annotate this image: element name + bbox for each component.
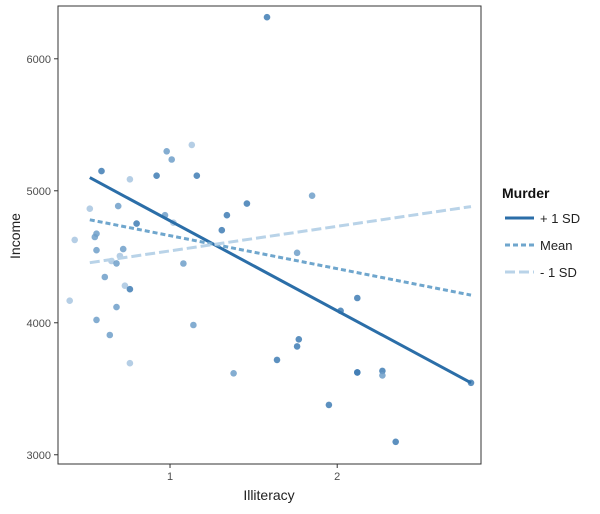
y-tick-label-1: 4000 xyxy=(27,318,51,330)
data-point-16 xyxy=(218,226,226,234)
data-point-31 xyxy=(66,297,73,305)
data-point-10 xyxy=(86,205,94,212)
data-point-36 xyxy=(106,331,114,339)
data-point-38 xyxy=(293,343,301,350)
regression-lines-layer xyxy=(89,176,472,385)
data-point-35 xyxy=(190,321,197,329)
data-point-39 xyxy=(273,356,281,364)
data-point-34 xyxy=(93,316,100,324)
x-axis-title: Illiteracy xyxy=(243,487,294,503)
data-point-37 xyxy=(295,336,303,343)
x-tick-label-1: 2 xyxy=(334,471,340,483)
data-point-5 xyxy=(168,156,175,163)
data-point-26 xyxy=(180,260,187,267)
data-point-43 xyxy=(354,369,361,376)
data-point-28 xyxy=(121,282,129,290)
legend-label-2: - 1 SD xyxy=(540,265,577,280)
points-layer xyxy=(66,13,475,446)
data-point-22 xyxy=(293,249,301,257)
data-point-4 xyxy=(153,172,160,179)
data-point-32 xyxy=(113,303,120,311)
legend-title: Murder xyxy=(502,185,550,201)
data-point-44 xyxy=(230,370,237,377)
data-point-29 xyxy=(126,285,134,293)
regression-line-2 xyxy=(89,205,472,265)
data-point-19 xyxy=(71,236,78,244)
data-point-47 xyxy=(325,401,333,409)
y-axis-title: Income xyxy=(7,213,23,259)
data-point-7 xyxy=(126,176,134,183)
y-tick-label-3: 6000 xyxy=(27,54,51,66)
data-point-18 xyxy=(91,233,99,241)
data-point-3 xyxy=(98,167,105,175)
data-point-48 xyxy=(392,438,400,446)
data-point-21 xyxy=(93,246,100,254)
data-point-25 xyxy=(113,260,120,267)
data-point-45 xyxy=(379,372,386,379)
data-point-2 xyxy=(188,141,196,149)
data-point-30 xyxy=(354,294,361,302)
legend: Murder + 1 SD Mean - 1 SD xyxy=(502,185,580,280)
data-point-8 xyxy=(243,200,251,207)
data-point-1 xyxy=(163,148,170,155)
y-tick-label-0: 3000 xyxy=(27,450,51,462)
regression-line-1 xyxy=(89,218,472,297)
legend-label-1: Mean xyxy=(540,238,573,253)
data-point-14 xyxy=(133,220,140,227)
regression-line-0 xyxy=(89,176,472,385)
legend-label-0: + 1 SD xyxy=(540,211,580,226)
data-point-11 xyxy=(114,202,122,210)
data-point-27 xyxy=(101,273,109,281)
plot-panel xyxy=(57,5,482,465)
y-axis-ticks: 3000 4000 5000 6000 xyxy=(27,54,58,462)
data-point-13 xyxy=(223,211,231,219)
data-point-20 xyxy=(119,245,127,253)
data-point-6 xyxy=(193,172,201,179)
data-point-40 xyxy=(126,359,134,367)
data-point-9 xyxy=(308,192,316,199)
data-point-0 xyxy=(263,13,271,21)
y-tick-label-2: 5000 xyxy=(27,186,51,198)
x-tick-label-0: 1 xyxy=(167,471,173,483)
